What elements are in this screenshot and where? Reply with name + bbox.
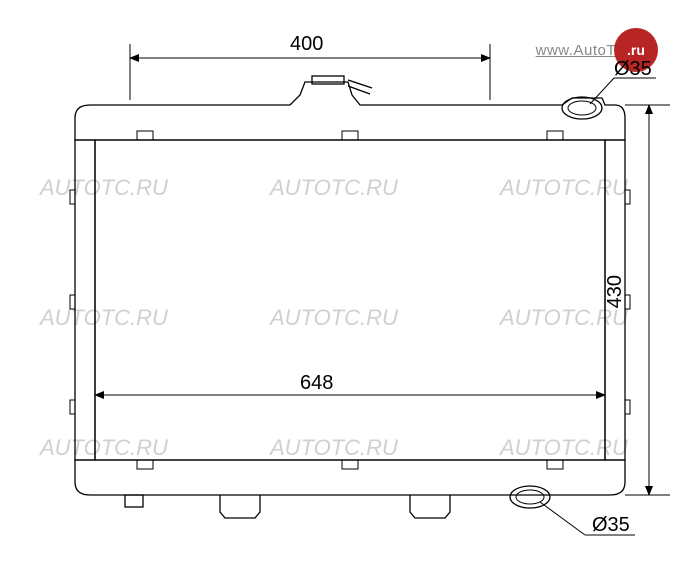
- side-tab: [70, 190, 75, 204]
- mount-bracket: [410, 495, 450, 518]
- core-outline: [95, 140, 605, 460]
- top-pipe-inner: [568, 101, 596, 115]
- side-tab: [70, 400, 75, 414]
- dim-pipe-top: Ø35: [614, 58, 652, 81]
- dim-top-width: 400: [290, 33, 323, 56]
- mount-bracket: [220, 495, 260, 518]
- clip-tab: [137, 131, 153, 140]
- side-tab: [70, 295, 75, 309]
- radiator-diagram: [0, 0, 700, 565]
- clip-tab: [342, 131, 358, 140]
- side-tab: [625, 400, 630, 414]
- leader-bottom-pipe: [540, 502, 585, 535]
- clip-tab: [547, 131, 563, 140]
- dim-inner-width: 648: [300, 372, 333, 395]
- drain-plug: [125, 495, 143, 507]
- clip-tab: [137, 460, 153, 469]
- dim-height: 430: [604, 275, 627, 308]
- dim-pipe-bottom: Ø35: [592, 514, 630, 537]
- bottom-pipe-inner: [516, 490, 544, 504]
- side-rail-left: [75, 140, 95, 460]
- clip-tab: [547, 460, 563, 469]
- side-tab: [625, 190, 630, 204]
- clip-tab: [342, 460, 358, 469]
- bottom-tank: [75, 460, 625, 495]
- leader-top-pipe: [590, 78, 614, 104]
- filler-cap: [312, 76, 344, 84]
